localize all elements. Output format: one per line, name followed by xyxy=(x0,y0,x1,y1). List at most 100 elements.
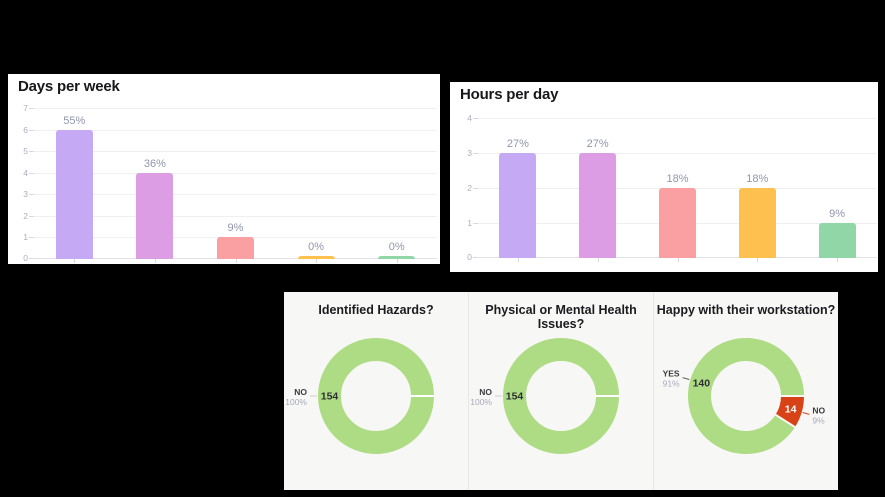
donut-slice-no[interactable] xyxy=(318,338,434,454)
grid-line xyxy=(34,151,437,153)
hours-per-day-title: Hours per day xyxy=(460,86,559,103)
x-tick-mark xyxy=(74,259,76,263)
bar[interactable] xyxy=(499,153,537,258)
hours-per-day-plot: 0 1 2 3 4 27% 27% 18% 18% 9% xyxy=(467,113,877,262)
donut-slice-no[interactable] xyxy=(775,396,804,428)
donut-slice-yes[interactable] xyxy=(688,338,804,454)
y-axis-label: 1 xyxy=(23,232,28,243)
slice-value: 154 xyxy=(506,391,524,403)
bar[interactable] xyxy=(297,256,335,259)
y-tick-mark xyxy=(29,215,34,217)
y-axis-label: 7 xyxy=(23,103,28,113)
days-per-week-panel: Days per week 0 1 2 3 4 5 6 7 55% 36% 9% 0% 0% xyxy=(8,74,440,264)
grid-line xyxy=(34,129,437,131)
slice-percent-label: 91% xyxy=(663,379,680,389)
y-axis-label: 2 xyxy=(23,210,28,221)
happy-workstation-section: Happy with their workstation? 140 YES 91% 1… xyxy=(653,292,838,490)
slice-percent-label: 100% xyxy=(470,397,492,407)
y-tick-mark xyxy=(29,258,34,259)
x-tick-mark xyxy=(597,258,599,262)
bar-value-label: 36% xyxy=(143,157,166,170)
y-axis-label: 4 xyxy=(467,113,472,123)
identified-hazards-section: Identified Hazards? 154 NO 100% xyxy=(284,292,468,490)
bar[interactable] xyxy=(659,188,696,258)
bar-value-label: 18% xyxy=(666,173,689,185)
x-tick-mark xyxy=(837,258,839,262)
bar[interactable] xyxy=(55,129,93,259)
x-tick-mark xyxy=(517,258,519,262)
bar-value-label: 27% xyxy=(506,138,529,150)
slice-percent-label: 100% xyxy=(285,397,307,407)
y-tick-mark xyxy=(473,188,478,189)
slice-name-label: NO xyxy=(294,387,307,397)
bar-value-label: 18% xyxy=(746,173,769,185)
y-tick-mark xyxy=(473,118,478,119)
days-per-week-plot: 0 1 2 3 4 5 6 7 55% 36% 9% 0% 0% xyxy=(23,103,437,263)
y-axis-label: 3 xyxy=(23,189,28,200)
grid-line xyxy=(478,153,877,154)
y-tick-mark xyxy=(473,223,478,224)
y-axis-label: 0 xyxy=(23,253,28,263)
y-axis-label: 3 xyxy=(467,148,472,158)
y-tick-mark xyxy=(29,151,34,153)
slice-name-label: YES xyxy=(663,369,680,379)
bar-value-label: 55% xyxy=(63,114,86,127)
bar[interactable] xyxy=(738,188,776,258)
grid-line xyxy=(478,118,877,119)
y-tick-mark xyxy=(473,153,478,154)
donut-slice-no[interactable] xyxy=(503,338,619,454)
y-axis-label: 2 xyxy=(467,183,472,193)
x-tick-mark xyxy=(154,259,156,263)
x-tick-mark xyxy=(757,258,759,262)
bar-value-label: 9% xyxy=(829,208,846,220)
grid-line xyxy=(34,108,437,109)
bar-value-label: 0% xyxy=(388,241,405,253)
x-tick-mark xyxy=(316,259,318,263)
bar[interactable] xyxy=(579,153,617,258)
slice-value: 154 xyxy=(321,391,339,403)
slice-percent-label: 9% xyxy=(812,415,825,425)
bar[interactable] xyxy=(136,172,174,259)
x-tick-mark xyxy=(396,259,398,263)
bar-value-label: 0% xyxy=(308,241,325,253)
y-tick-mark xyxy=(29,237,34,239)
hours-per-day-panel: Hours per day 0 1 2 3 4 27% 27% 18% 18% 9% xyxy=(450,82,878,272)
label-leader-line xyxy=(802,411,810,415)
y-axis-label: 5 xyxy=(23,146,28,157)
grid-line xyxy=(34,172,437,174)
bar-value-label: 9% xyxy=(227,222,244,235)
y-axis-label: 4 xyxy=(23,167,28,178)
y-axis-label: 0 xyxy=(467,252,472,262)
slice-name-label: NO xyxy=(812,405,825,415)
y-axis-label: 1 xyxy=(467,218,472,228)
bar[interactable] xyxy=(818,223,856,258)
y-tick-mark xyxy=(29,194,34,196)
slice-value: 140 xyxy=(693,378,711,390)
bar[interactable] xyxy=(378,256,416,259)
x-tick-mark xyxy=(235,259,237,263)
grid-line xyxy=(34,194,437,196)
label-leader-line xyxy=(682,377,690,381)
bar-value-label: 27% xyxy=(586,138,609,150)
x-tick-mark xyxy=(677,258,679,262)
slice-name-label: NO xyxy=(479,387,492,397)
bar[interactable] xyxy=(217,237,254,259)
health-issues-section: Physical or Mental Health Issues? 154 NO 1… xyxy=(468,292,653,490)
y-tick-mark xyxy=(29,172,34,174)
y-tick-mark xyxy=(29,108,34,109)
survey-donuts-panel: Identified Hazards? 154 NO 100% Physical o… xyxy=(284,292,838,490)
grid-line xyxy=(34,215,437,217)
y-tick-mark xyxy=(473,257,478,258)
happy-workstation-title: Happy with their workstation? xyxy=(656,303,836,317)
health-issues-title: Physical or Mental Health Issues? xyxy=(485,303,637,331)
days-per-week-title: Days per week xyxy=(18,78,120,95)
slice-value: 14 xyxy=(785,403,797,415)
slice-separator xyxy=(774,413,797,429)
y-axis-label: 6 xyxy=(23,124,28,135)
y-tick-mark xyxy=(29,129,34,131)
identified-hazards-title: Identified Hazards? xyxy=(318,303,434,317)
